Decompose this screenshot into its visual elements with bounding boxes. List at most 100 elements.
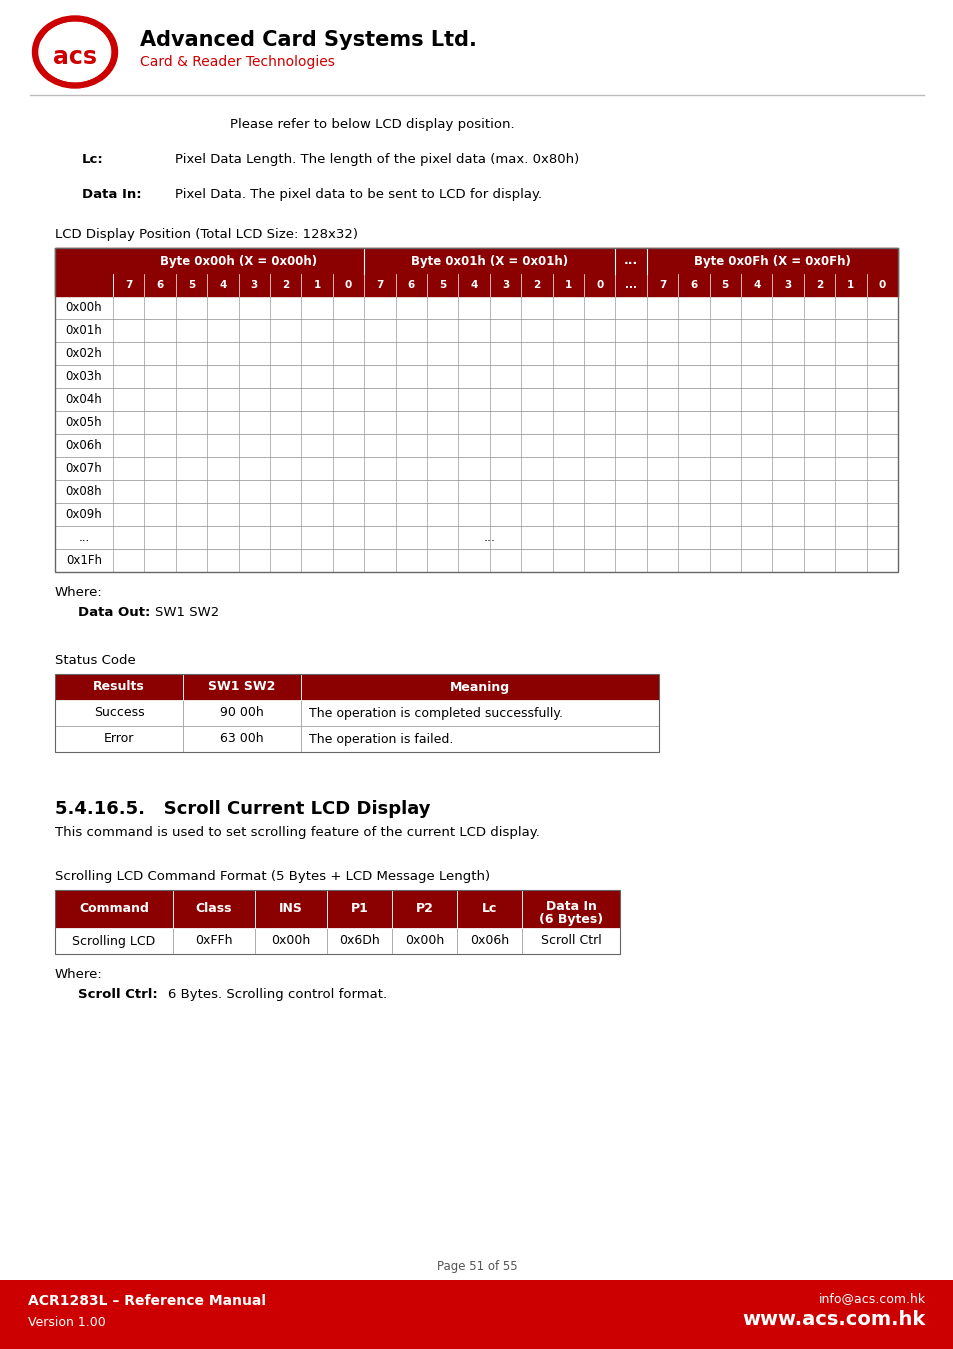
Text: 0x6Dh: 0x6Dh xyxy=(338,935,379,947)
Bar xyxy=(55,674,659,751)
Bar xyxy=(392,890,456,928)
Text: 0: 0 xyxy=(878,281,885,290)
Text: acs: acs xyxy=(53,45,97,69)
Text: 4: 4 xyxy=(752,281,760,290)
Text: 0x03h: 0x03h xyxy=(66,370,102,383)
Text: Success: Success xyxy=(93,707,144,719)
Text: 5: 5 xyxy=(188,281,195,290)
Text: Advanced Card Systems Ltd.: Advanced Card Systems Ltd. xyxy=(140,30,476,50)
Text: SW1 SW2: SW1 SW2 xyxy=(208,680,275,693)
Text: Where:: Where: xyxy=(55,585,103,599)
Text: Status Code: Status Code xyxy=(55,654,135,666)
Ellipse shape xyxy=(39,22,111,82)
Text: Please refer to below LCD display position.: Please refer to below LCD display positi… xyxy=(230,117,514,131)
Text: ACR1283L – Reference Manual: ACR1283L – Reference Manual xyxy=(28,1294,266,1309)
Bar xyxy=(55,248,897,274)
Bar xyxy=(55,726,183,751)
Text: Data Out:: Data Out: xyxy=(78,606,151,619)
Bar xyxy=(327,890,392,928)
Text: Page 51 of 55: Page 51 of 55 xyxy=(436,1260,517,1273)
Bar xyxy=(55,318,897,343)
Text: 90 00h: 90 00h xyxy=(220,707,264,719)
Text: 1: 1 xyxy=(846,281,854,290)
Bar xyxy=(301,700,659,726)
Text: 0x00h: 0x00h xyxy=(271,935,311,947)
Bar xyxy=(521,890,619,928)
Text: 7: 7 xyxy=(125,281,132,290)
Text: Class: Class xyxy=(195,902,232,916)
Text: Version 1.00: Version 1.00 xyxy=(28,1317,106,1329)
Text: 0x08h: 0x08h xyxy=(66,486,102,498)
Bar xyxy=(55,366,897,389)
Text: 0x00h: 0x00h xyxy=(66,301,102,314)
Bar xyxy=(0,1280,953,1349)
Bar xyxy=(55,890,172,928)
Bar xyxy=(55,343,897,366)
Text: The operation is failed.: The operation is failed. xyxy=(309,733,453,746)
Text: 0x07h: 0x07h xyxy=(66,461,102,475)
Text: 0x00h: 0x00h xyxy=(404,935,444,947)
Text: P1: P1 xyxy=(350,902,368,916)
Bar xyxy=(55,274,897,295)
Text: Data In:: Data In: xyxy=(82,188,141,201)
Text: Pixel Data. The pixel data to be sent to LCD for display.: Pixel Data. The pixel data to be sent to… xyxy=(174,188,541,201)
Bar xyxy=(55,434,897,457)
Text: 0xFFh: 0xFFh xyxy=(195,935,233,947)
Text: info@acs.com.hk: info@acs.com.hk xyxy=(818,1292,925,1304)
Text: 0x09h: 0x09h xyxy=(66,509,102,521)
Text: 1: 1 xyxy=(314,281,320,290)
Text: 0x1Fh: 0x1Fh xyxy=(66,554,102,567)
Bar xyxy=(183,674,301,700)
Bar xyxy=(55,411,897,434)
Text: Scroll Ctrl:: Scroll Ctrl: xyxy=(78,987,157,1001)
Text: ...: ... xyxy=(623,255,638,267)
Text: Where:: Where: xyxy=(55,969,103,981)
Text: 63 00h: 63 00h xyxy=(220,733,264,746)
Bar xyxy=(327,928,392,954)
Bar xyxy=(254,928,327,954)
Text: 2: 2 xyxy=(282,281,289,290)
Text: 2: 2 xyxy=(533,281,540,290)
Bar xyxy=(183,726,301,751)
Text: 5: 5 xyxy=(438,281,446,290)
Bar xyxy=(172,928,254,954)
Text: LCD Display Position (Total LCD Size: 128x32): LCD Display Position (Total LCD Size: 12… xyxy=(55,228,357,241)
Text: Command: Command xyxy=(79,902,149,916)
Text: 0: 0 xyxy=(596,281,602,290)
Text: 3: 3 xyxy=(783,281,791,290)
Text: Data In: Data In xyxy=(545,900,596,913)
Text: 4: 4 xyxy=(470,281,477,290)
Bar xyxy=(55,457,897,480)
Bar xyxy=(55,928,172,954)
Text: This command is used to set scrolling feature of the current LCD display.: This command is used to set scrolling fe… xyxy=(55,826,539,839)
Bar xyxy=(55,295,897,318)
Text: 4: 4 xyxy=(219,281,227,290)
Text: Results: Results xyxy=(93,680,145,693)
Text: 0x06h: 0x06h xyxy=(470,935,509,947)
Text: Scrolling LCD: Scrolling LCD xyxy=(72,935,155,947)
Text: Scroll Ctrl: Scroll Ctrl xyxy=(540,935,600,947)
Bar xyxy=(183,700,301,726)
Bar xyxy=(55,674,183,700)
Text: 0x05h: 0x05h xyxy=(66,415,102,429)
Text: 6: 6 xyxy=(690,281,697,290)
Bar xyxy=(55,503,897,526)
Bar xyxy=(521,928,619,954)
Text: SW1 SW2: SW1 SW2 xyxy=(154,606,219,619)
Ellipse shape xyxy=(32,16,117,88)
Text: ...: ... xyxy=(483,532,496,544)
Text: P2: P2 xyxy=(416,902,433,916)
Bar xyxy=(172,890,254,928)
Text: 3: 3 xyxy=(501,281,509,290)
Text: 6: 6 xyxy=(407,281,415,290)
Bar xyxy=(55,248,897,572)
Text: Byte 0x00h (X = 0x00h): Byte 0x00h (X = 0x00h) xyxy=(160,255,316,267)
Text: www.acs.com.hk: www.acs.com.hk xyxy=(742,1310,925,1329)
Text: 1: 1 xyxy=(564,281,572,290)
Bar xyxy=(55,389,897,411)
Text: 6 Bytes. Scrolling control format.: 6 Bytes. Scrolling control format. xyxy=(168,987,387,1001)
Bar xyxy=(55,700,183,726)
Text: Pixel Data Length. The length of the pixel data (max. 0x80h): Pixel Data Length. The length of the pix… xyxy=(174,152,578,166)
Text: 0: 0 xyxy=(345,281,352,290)
Text: 7: 7 xyxy=(375,281,383,290)
